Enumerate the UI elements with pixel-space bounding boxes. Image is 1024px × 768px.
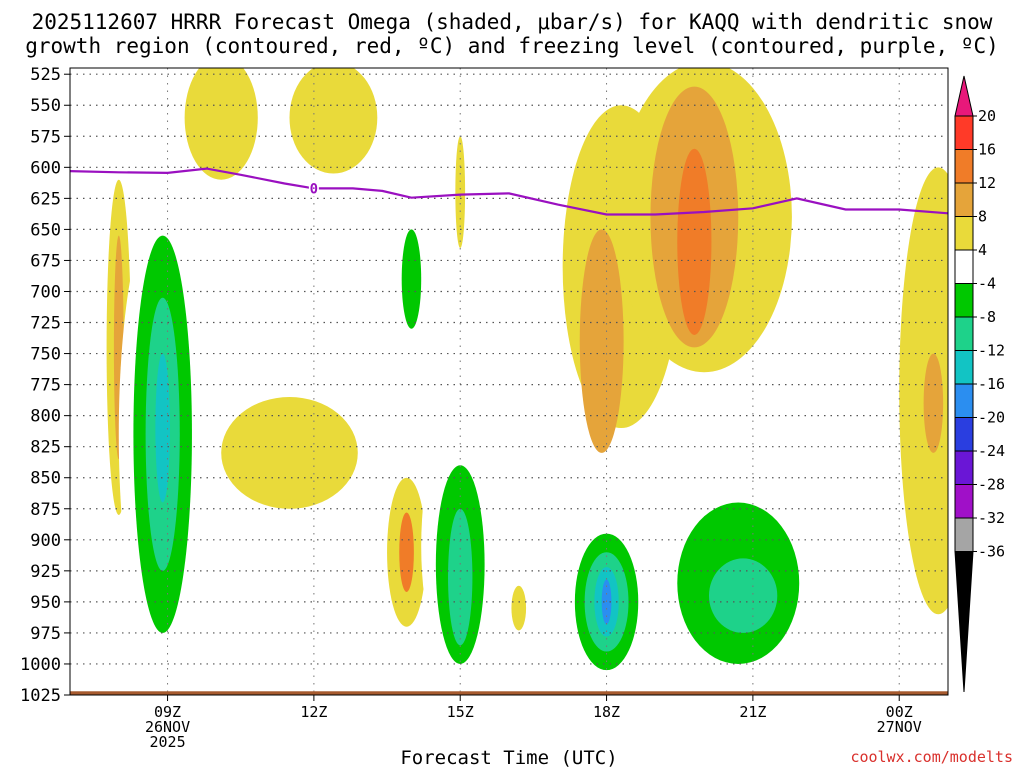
y-tick-label: 850: [30, 469, 61, 489]
colorbar-swatch: [954, 182, 974, 217]
omega-region: [221, 397, 358, 509]
y-tick-label: 875: [30, 500, 61, 520]
x-tick-label: 18Z: [593, 703, 620, 721]
y-tick-label: 600: [30, 158, 61, 178]
freezing-level-layer: 0: [70, 167, 948, 216]
omega-region: [399, 512, 414, 592]
x-tick-label: 21Z: [739, 703, 766, 721]
x-tick-label: 00Z: [886, 703, 913, 721]
omega-region: [708, 558, 778, 633]
x-tick-label: 26NOV: [145, 718, 190, 736]
x-tick-label: 2025: [149, 733, 185, 751]
omega-region: [511, 585, 527, 631]
colorbar-swatch: [954, 249, 974, 284]
y-tick-label: 825: [30, 438, 61, 458]
colorbar-label: 4: [978, 241, 987, 259]
omega-region: [455, 136, 466, 249]
colorbar-label: -4: [978, 275, 996, 293]
colorbar-label: 16: [978, 141, 996, 159]
plot-frame: [69, 67, 949, 696]
colorbar-swatch: [954, 350, 974, 385]
freezing-level-line: [70, 167, 948, 216]
colorbar-swatch: [954, 417, 974, 452]
omega-region: [289, 68, 378, 174]
chart-title-line-1: 2025112607 HRRR Forecast Omega (shaded, …: [32, 10, 993, 34]
y-tick-label: 975: [30, 624, 61, 644]
colorbar-label: -36: [978, 543, 1005, 561]
y-tick-label: 750: [30, 345, 61, 365]
y-tick-label: 800: [30, 407, 61, 427]
omega-region: [504, 68, 524, 131]
colorbar-swatch: [954, 216, 974, 251]
y-tick-label: 925: [30, 562, 61, 582]
x-axis-title: Forecast Time (UTC): [400, 747, 617, 768]
x-tick-label: 09Z: [154, 703, 181, 721]
y-tick-label: 575: [30, 127, 61, 147]
colorbar-label: 12: [978, 174, 996, 192]
x-tick-label: 27NOV: [877, 718, 922, 736]
omega-shading-layer: [106, 68, 948, 689]
y-tick-label: 775: [30, 376, 61, 396]
colorbar-label: 20: [978, 107, 996, 125]
omega-region: [155, 353, 170, 503]
y-tick-label: 675: [30, 251, 61, 271]
colorbar-swatch: [954, 450, 974, 485]
plot-area: 0: [70, 68, 948, 695]
surface-layer: [70, 691, 948, 695]
colorbar-swatch: [954, 149, 974, 184]
colorbar-swatch: [954, 316, 974, 351]
omega-region: [579, 229, 624, 453]
y-tick-label: 900: [30, 531, 61, 551]
omega-region: [184, 68, 258, 180]
colorbar-label: 8: [978, 208, 987, 226]
colorbar-bottom-arrow: [954, 551, 974, 693]
omega-region: [923, 353, 944, 453]
y-tick-label: 1000: [20, 655, 61, 675]
colorbar-label: -24: [978, 442, 1005, 460]
y-tick-label: 1025: [20, 686, 61, 706]
colorbar: 20 16 12 8 4 -4 -8 -12 -16 -20 -24 -28 -32 -36: [954, 75, 1005, 693]
x-tick-label: 15Z: [447, 703, 474, 721]
colorbar-swatch: [954, 383, 974, 418]
omega-region: [796, 68, 885, 124]
freezing-level-label-bg: [308, 180, 319, 197]
omega-region: [899, 167, 948, 615]
colorbar-label: -8: [978, 308, 996, 326]
omega-region: [401, 229, 422, 329]
colorbar-label: -20: [978, 409, 1005, 427]
omega-region: [448, 508, 473, 646]
surface-ground-band: [70, 691, 948, 695]
y-tick-label: 725: [30, 314, 61, 334]
colorbar-swatch: [954, 283, 974, 318]
colorbar-label: -12: [978, 342, 1005, 360]
colorbar-swatch: [954, 484, 974, 519]
y-axis: 525 550 575 600 625 650 675 700 725 750 775 800 825 8…: [20, 65, 70, 706]
colorbar-swatch: [954, 517, 974, 552]
colorbar-label: -32: [978, 509, 1005, 527]
omega-region: [677, 148, 712, 335]
omega-region: [933, 68, 948, 100]
omega-region: [218, 266, 263, 354]
x-tick-label: 12Z: [300, 703, 327, 721]
freezing-level-label: 0: [310, 181, 318, 197]
y-tick-label: 525: [30, 65, 61, 85]
colorbar-label: -16: [978, 375, 1005, 393]
y-tick-label: 550: [30, 96, 61, 116]
colorbar-swatch: [954, 115, 974, 150]
chart-title-line-2: growth region (contoured, red, ºC) and f…: [25, 34, 999, 58]
y-tick-label: 950: [30, 593, 61, 613]
y-tick-label: 700: [30, 282, 61, 302]
y-tick-label: 650: [30, 220, 61, 240]
credit-text: coolwx.com/modelts: [850, 748, 1013, 766]
omega-region: [838, 483, 892, 559]
y-tick-label: 625: [30, 189, 61, 209]
colorbar-label: -28: [978, 476, 1005, 494]
